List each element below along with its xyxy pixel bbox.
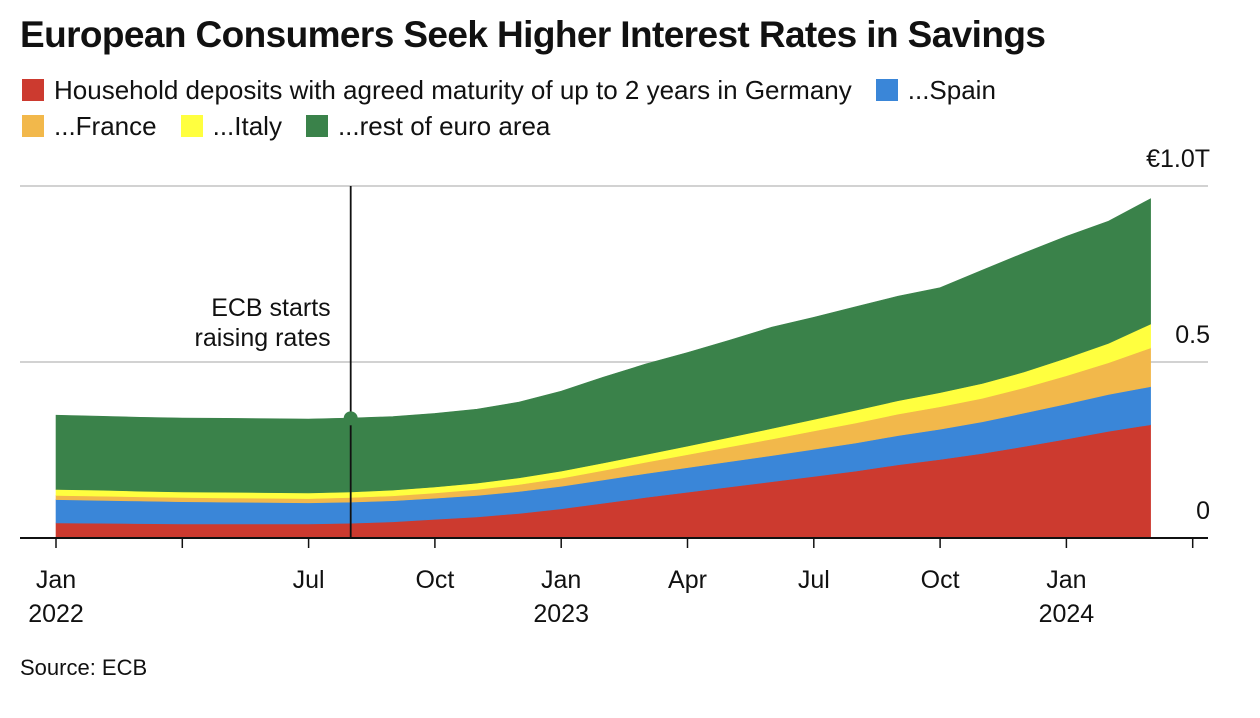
legend-item-france: ...France	[22, 111, 157, 142]
legend-item-italy: ...Italy	[180, 110, 282, 142]
legend-swatch-france	[22, 115, 44, 137]
legend-item-rest: ...rest of euro area	[305, 110, 551, 142]
legend-swatch-rest	[305, 115, 328, 137]
x-tick-label-8: Jan	[1046, 566, 1086, 594]
x-tick-label-0: Jan	[36, 566, 76, 594]
y-tick-label-1: 0.5	[1175, 321, 1210, 349]
legend-label-spain: ...Spain	[907, 74, 996, 105]
legend-label-rest: ...rest of euro area	[337, 110, 551, 141]
x-tick-label-7: Oct	[921, 566, 960, 594]
x-tick-label-6: Jul	[798, 566, 830, 594]
x-tick-label-3: Oct	[415, 566, 454, 594]
legend-swatch-italy	[180, 115, 203, 137]
legend-label-italy: ...Italy	[212, 110, 282, 141]
legend-label-germany: Household deposits with agreed maturity …	[54, 74, 852, 105]
chart-title: European Consumers Seek Higher Interest …	[20, 14, 1046, 55]
y-tick-label-2: €1.0T	[1146, 145, 1210, 173]
source-note: Source: ECB	[20, 655, 148, 680]
legend-item-germany: Household deposits with agreed maturity …	[22, 75, 852, 106]
legend-label-france: ...France	[54, 110, 157, 141]
legend-row-1: Household deposits with agreed maturity …	[22, 72, 1222, 108]
annotation-text-line-1: raising rates	[195, 324, 331, 352]
legend-swatch-spain	[875, 79, 898, 101]
annotation-marker	[343, 411, 358, 426]
x-year-label-4: 2023	[533, 600, 589, 628]
x-tick-label-4: Jan	[541, 566, 581, 594]
legend-item-spain: ...Spain	[875, 74, 996, 106]
legend: Household deposits with agreed maturity …	[22, 72, 1222, 144]
y-tick-label-0: 0	[1196, 497, 1210, 525]
annotation-text-line-0: ECB starts	[211, 294, 330, 322]
legend-swatch-germany	[22, 79, 44, 101]
legend-row-2: ...France ...Italy ...rest of euro area	[22, 108, 1222, 144]
x-tick-label-2: Jul	[293, 566, 325, 594]
x-year-label-8: 2024	[1039, 600, 1095, 628]
x-year-label-0: 2022	[28, 600, 84, 628]
area-series-4	[55, 198, 1151, 494]
x-tick-label-5: Apr	[668, 566, 707, 594]
